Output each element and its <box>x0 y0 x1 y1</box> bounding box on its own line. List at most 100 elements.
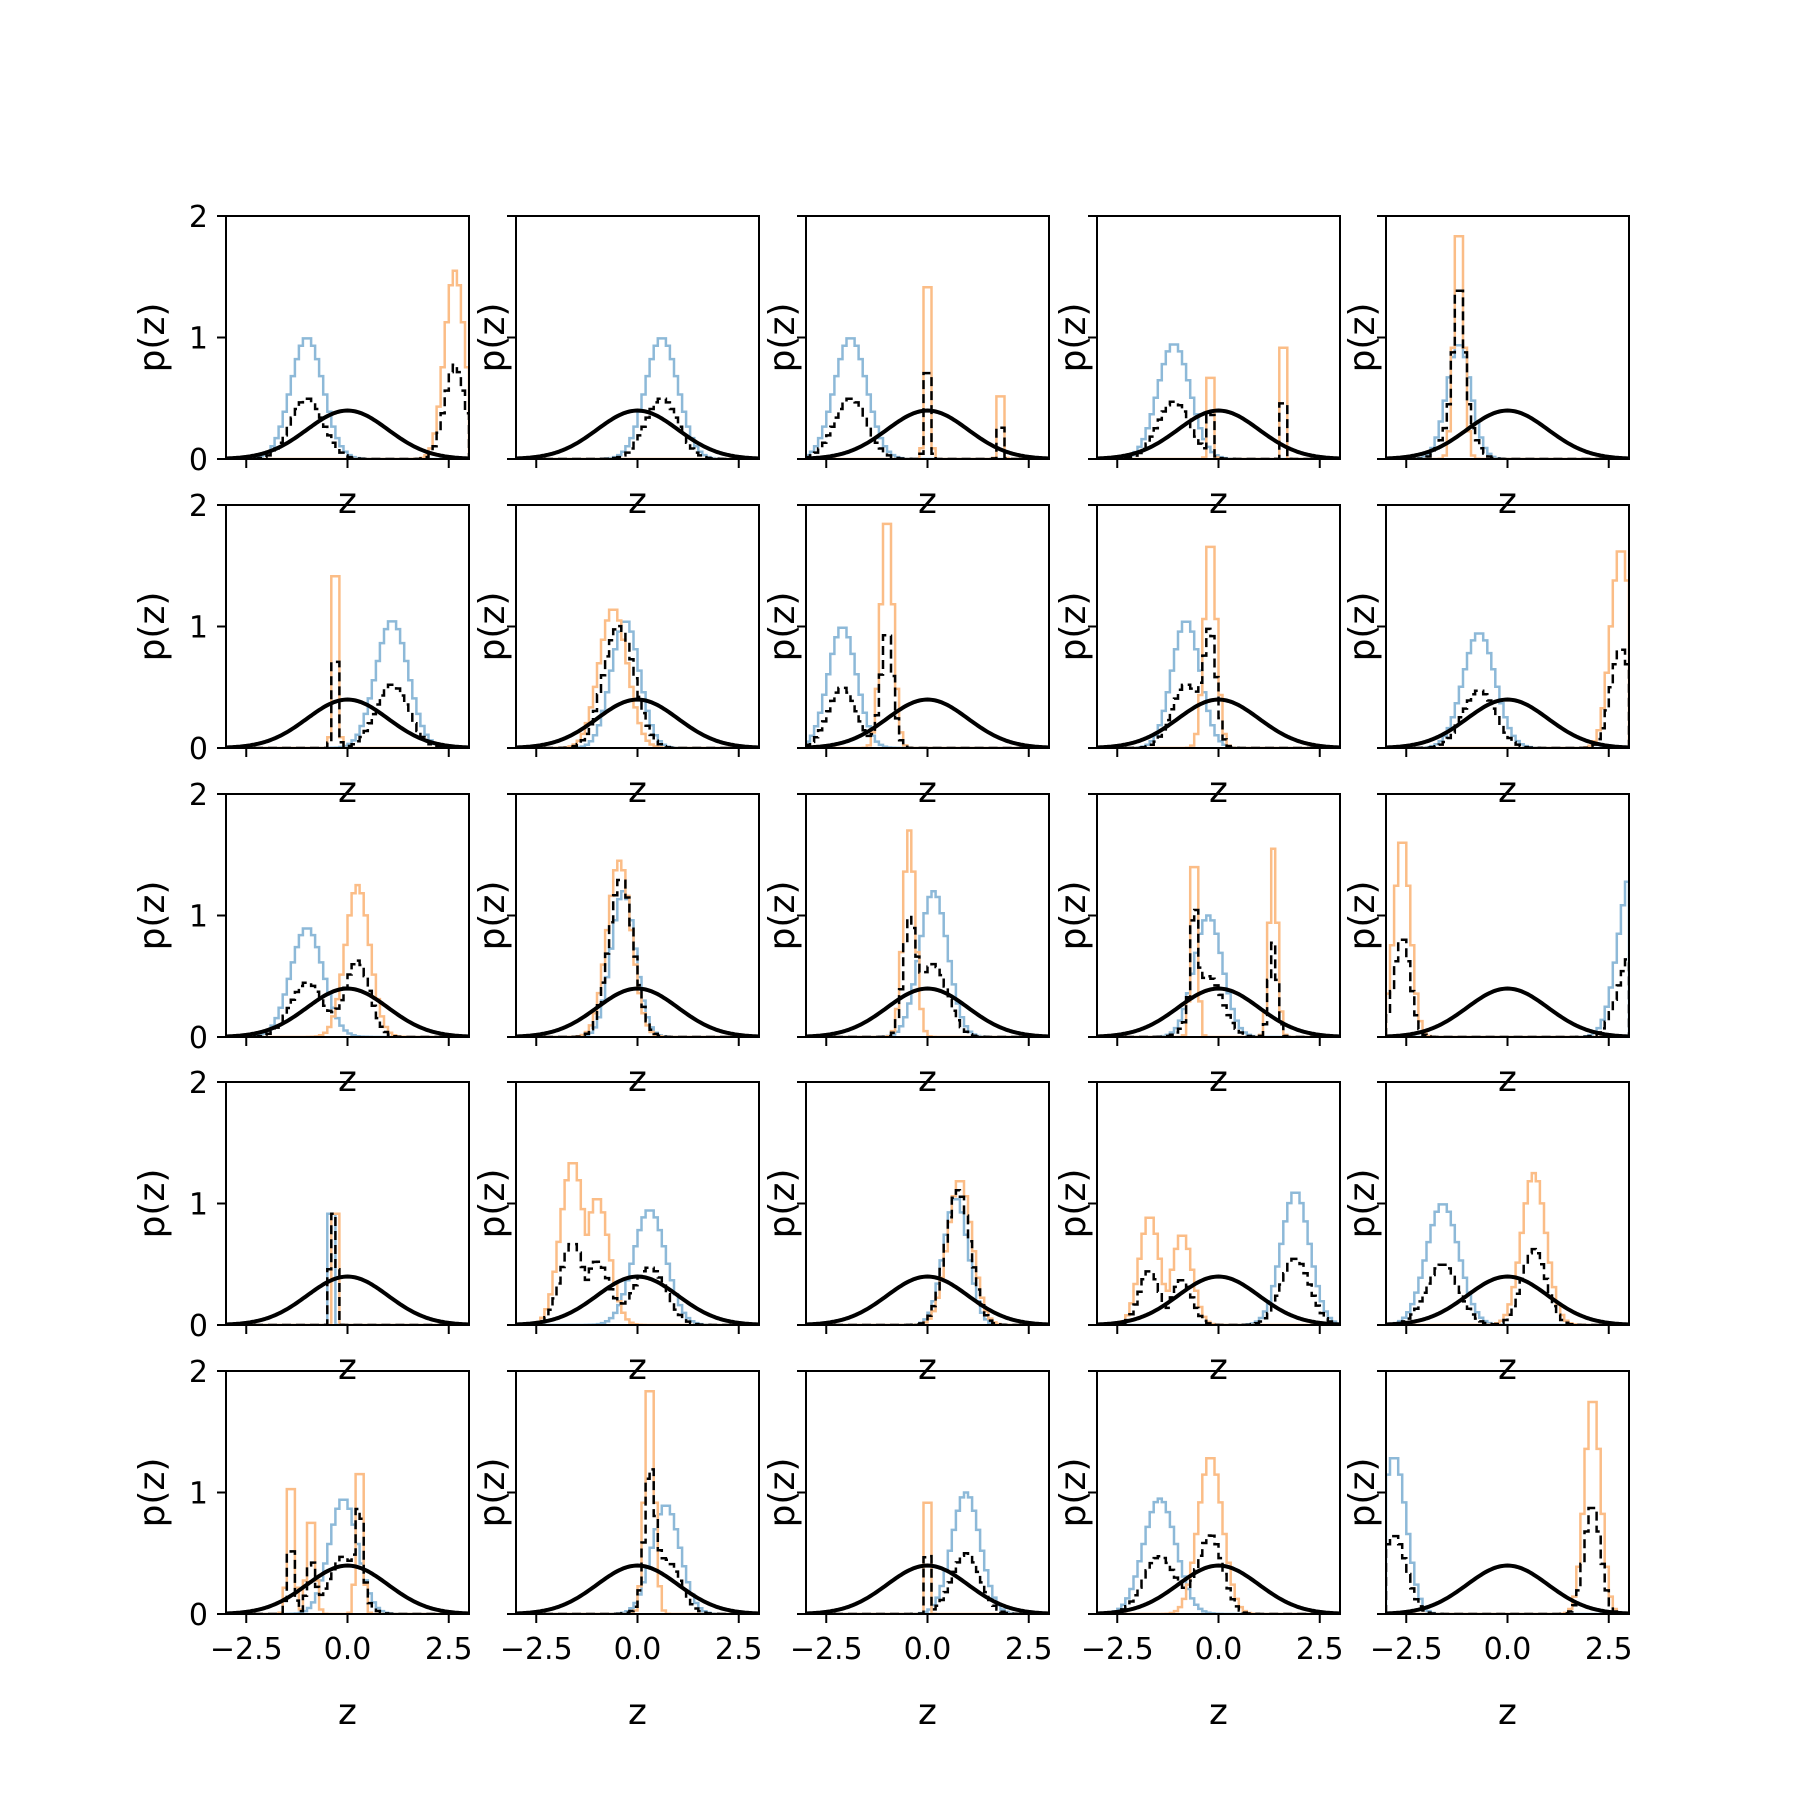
panel-plot-area <box>516 337 759 459</box>
panel-plot-area <box>1097 343 1340 459</box>
y-axis-label: p(z) <box>1053 1458 1094 1528</box>
y-tick-label: 2 <box>189 1355 208 1390</box>
panel-frame <box>805 1370 1050 1615</box>
x-axis-label: z <box>1498 481 1517 522</box>
prior-normal-curve <box>1097 1274 1340 1325</box>
y-tick-label: 2 <box>189 489 208 524</box>
prior-normal-curve <box>1386 408 1629 459</box>
panel-frame <box>515 793 760 1038</box>
y-tick-label: 1 <box>189 1477 208 1512</box>
orange-histogram-series <box>1097 1216 1340 1325</box>
prior-normal-curve <box>1097 986 1340 1037</box>
blue-histogram-series <box>1097 1191 1340 1325</box>
panel-2-5: z p(z) <box>1342 504 1630 811</box>
x-axis-label: z <box>1209 1692 1228 1733</box>
y-axis-label: p(z) <box>1053 592 1094 662</box>
panel-4-1: 0 1 2 z p(z) <box>132 1066 470 1388</box>
y-axis-label: p(z) <box>762 303 803 373</box>
prior-normal-curve <box>1386 697 1629 748</box>
panel-plot-area <box>1097 545 1340 748</box>
blue-histogram-series <box>806 1197 1049 1325</box>
x-axis-label: z <box>338 770 357 811</box>
prior-normal-curve <box>226 1274 469 1325</box>
y-axis-label: p(z) <box>1342 881 1383 951</box>
prior-normal-curve <box>226 1563 469 1614</box>
prior-normal-curve <box>226 408 469 459</box>
panel-3-2: z p(z) <box>472 793 760 1100</box>
blue-histogram-series <box>1386 632 1629 748</box>
panel-plot-area <box>226 575 469 748</box>
dashed-mixture-histogram-series <box>226 1507 469 1614</box>
x-axis-label: z <box>918 1347 937 1388</box>
x-axis-label: z <box>1498 1692 1517 1733</box>
y-tick-label: 1 <box>189 1188 208 1223</box>
prior-normal-curve <box>516 986 759 1037</box>
blue-histogram-series <box>1097 914 1340 1037</box>
panel-plot-area <box>1097 1191 1340 1325</box>
orange-histogram-series <box>1097 346 1340 459</box>
blue-histogram-series <box>1386 1456 1629 1614</box>
panel-5-4: −2.5 0.0 2.5 z p(z) <box>1053 1370 1344 1733</box>
x-tick-label: 2.5 <box>1296 1632 1344 1667</box>
x-tick-label: 2.5 <box>1585 1632 1633 1667</box>
y-axis-label: p(z) <box>1053 303 1094 373</box>
x-axis-label: z <box>1209 1347 1228 1388</box>
x-axis-label: z <box>918 481 937 522</box>
y-tick-label: 0 <box>189 732 208 767</box>
x-axis-label: z <box>338 1692 357 1733</box>
x-axis-label: z <box>918 1059 937 1100</box>
x-axis-label: z <box>338 481 357 522</box>
panel-5-1: −2.5 0.0 2.5 0 1 2 z p(z) <box>132 1355 473 1733</box>
orange-histogram-series <box>1386 550 1629 748</box>
panel-4-3: z p(z) <box>762 1081 1050 1388</box>
x-tick-label: 0.0 <box>614 1632 662 1667</box>
x-axis-label: z <box>628 1059 647 1100</box>
dashed-mixture-histogram-series <box>1097 908 1340 1037</box>
y-axis-label: p(z) <box>1053 881 1094 951</box>
y-axis-label: p(z) <box>1342 303 1383 373</box>
panel-frame <box>1096 215 1341 460</box>
blue-histogram-series <box>516 1209 759 1325</box>
prior-normal-curve <box>226 697 469 748</box>
panel-2-3: z p(z) <box>762 504 1050 811</box>
panel-plot-area <box>516 608 759 748</box>
panel-frame <box>805 1081 1050 1326</box>
prior-normal-curve <box>1097 408 1340 459</box>
panel-5-5: −2.5 0.0 2.5 z p(z) <box>1342 1370 1633 1733</box>
dashed-mixture-histogram-series <box>226 1212 469 1325</box>
panel-2-1: 0 1 2 z p(z) <box>132 489 470 811</box>
x-axis-label: z <box>1498 770 1517 811</box>
orange-histogram-series <box>226 575 469 748</box>
panel-plot-area <box>226 269 469 459</box>
panel-plot-area <box>806 829 1049 1037</box>
orange-histogram-series <box>1097 545 1340 748</box>
y-axis-label: p(z) <box>472 303 513 373</box>
blue-histogram-series <box>806 337 1049 459</box>
x-axis-label: z <box>1209 770 1228 811</box>
x-axis-label: z <box>628 770 647 811</box>
x-axis-label: z <box>918 770 937 811</box>
dashed-mixture-histogram-series <box>1097 400 1340 459</box>
dashed-mixture-histogram-series <box>226 363 469 459</box>
dashed-mixture-histogram-series <box>226 959 469 1037</box>
orange-histogram-series <box>806 829 1049 1037</box>
x-tick-label: −2.5 <box>790 1632 863 1667</box>
panel-plot-area <box>226 1212 469 1325</box>
orange-histogram-series <box>1386 841 1629 1037</box>
panel-frame <box>1385 504 1630 749</box>
panel-plot-area <box>226 1472 469 1614</box>
x-tick-label: 2.5 <box>1005 1632 1053 1667</box>
blue-histogram-series <box>1097 343 1340 459</box>
prior-normal-curve <box>516 1563 759 1614</box>
blue-histogram-series <box>806 626 1049 748</box>
prior-normal-curve <box>516 1274 759 1325</box>
y-axis-label: p(z) <box>132 1458 173 1528</box>
blue-histogram-series <box>226 620 469 748</box>
x-axis-label: z <box>918 1692 937 1733</box>
dashed-mixture-histogram-series <box>806 1552 1049 1614</box>
panel-frame <box>225 1370 470 1615</box>
y-tick-label: 1 <box>189 611 208 646</box>
blue-histogram-series <box>806 1491 1049 1614</box>
dashed-mixture-histogram-series <box>1386 1506 1629 1614</box>
y-tick-label: 2 <box>189 200 208 235</box>
